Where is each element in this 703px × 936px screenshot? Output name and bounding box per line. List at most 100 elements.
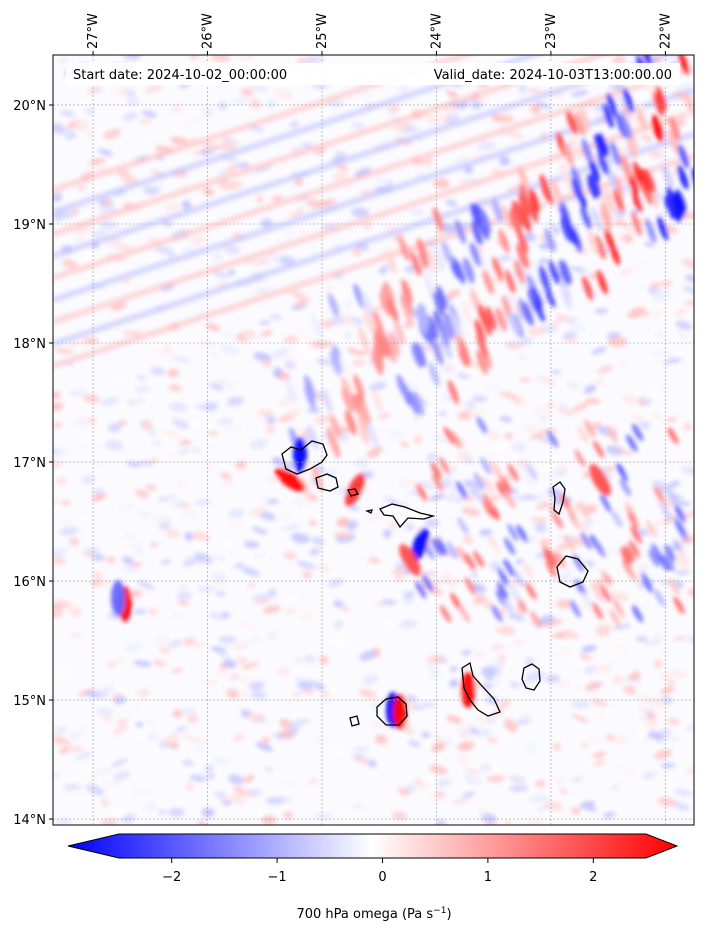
omega-wave: [470, 203, 482, 228]
omega-wave: [507, 523, 519, 542]
omega-cell: [303, 55, 324, 65]
lat-tick-label: 18°N: [13, 337, 46, 352]
omega-cell: [83, 691, 100, 698]
omega-wave: [674, 504, 686, 523]
colorbar-tick-label: −1: [268, 870, 287, 885]
omega-cell: [332, 171, 348, 182]
omega-cell: [582, 755, 598, 765]
omega-cell: [585, 681, 602, 691]
omega-cell: [53, 192, 63, 202]
omega-core: [461, 672, 475, 708]
omega-cell: [471, 103, 484, 109]
omega-wave: [339, 353, 351, 379]
omega-wave: [677, 143, 690, 169]
omega-cell: [201, 807, 215, 818]
omega-cell: [550, 369, 562, 375]
omega-wave: [344, 410, 357, 436]
omega-wave: [658, 554, 670, 572]
omega-cell: [499, 114, 515, 124]
omega-cell: [685, 300, 694, 306]
omega-cell: [590, 698, 609, 707]
omega-cell: [481, 767, 495, 777]
omega-wave: [640, 55, 652, 67]
omega-cell: [343, 331, 352, 339]
omega-cell: [103, 128, 122, 140]
omega-cell: [235, 163, 251, 168]
omega-wave: [668, 129, 680, 155]
omega-cell: [405, 783, 416, 793]
island-sao-nicolau-east: [379, 503, 436, 529]
omega-cell: [259, 320, 271, 325]
omega-cell: [307, 290, 325, 302]
omega-wave: [450, 312, 462, 338]
omega-wave: [463, 257, 475, 282]
omega-cell: [216, 668, 229, 677]
omega-cell: [274, 91, 286, 101]
omega-cell: [262, 604, 281, 614]
omega-cell: [571, 402, 589, 412]
omega-cell: [622, 394, 638, 405]
omega-cell: [244, 540, 260, 549]
omega-cell: [172, 418, 190, 430]
omega-cell: [58, 58, 69, 64]
omega-cell: [121, 556, 135, 565]
omega-cell: [627, 307, 646, 319]
omega-cell: [168, 742, 180, 749]
omega-wave: [361, 292, 373, 317]
omega-wave: [648, 549, 660, 568]
omega-cell: [318, 698, 336, 707]
omega-cell: [654, 711, 672, 720]
omega-cell: [366, 450, 380, 458]
omega-wave: [503, 558, 515, 577]
omega-cell: [579, 654, 591, 661]
omega-cell: [236, 656, 249, 666]
omega-cell: [652, 156, 671, 163]
omega-cell: [270, 347, 290, 358]
omega-cell: [456, 723, 474, 734]
omega-wave: [512, 569, 524, 587]
omega-wave: [436, 285, 448, 310]
omega-wave: [655, 85, 667, 111]
omega-wave: [372, 344, 385, 370]
omega-cell: [375, 176, 386, 182]
omega-cell: [333, 531, 353, 539]
omega-cell: [352, 803, 364, 809]
omega-cell: [227, 396, 244, 406]
omega-cell: [551, 694, 566, 700]
omega-cell: [498, 155, 510, 166]
omega-wave: [436, 538, 448, 556]
omega-wave: [478, 304, 490, 330]
omega-cell: [101, 798, 110, 808]
omega-cell: [129, 589, 143, 598]
omega-cell: [429, 765, 448, 775]
omega-wave: [673, 193, 685, 219]
omega-cell: [637, 706, 655, 714]
omega-cell: [538, 258, 549, 265]
omega-wave: [551, 511, 564, 529]
omega-cell: [76, 121, 93, 130]
colorbar-tick-label: 2: [589, 870, 597, 885]
omega-cell: [53, 460, 64, 470]
omega-wave: [307, 424, 319, 450]
omega-cell: [433, 114, 447, 124]
omega-cell: [90, 158, 106, 165]
omega-cell: [250, 412, 269, 423]
omega-wave: [443, 566, 455, 584]
omega-cell: [69, 341, 79, 346]
omega-wave: [668, 578, 680, 596]
omega-band: [53, 55, 542, 215]
omega-wave: [385, 249, 397, 275]
omega-wave: [482, 269, 494, 295]
omega-cell: [475, 715, 492, 726]
omega-cell: [338, 432, 349, 443]
omega-cell: [133, 660, 152, 667]
omega-cell: [131, 284, 141, 289]
omega-cell: [556, 599, 572, 610]
omega-cell: [530, 516, 548, 524]
omega-cell: [556, 777, 565, 785]
omega-cell: [645, 713, 658, 721]
omega-wave: [592, 440, 605, 459]
omega-cell: [405, 523, 415, 531]
omega-wave: [454, 219, 466, 244]
